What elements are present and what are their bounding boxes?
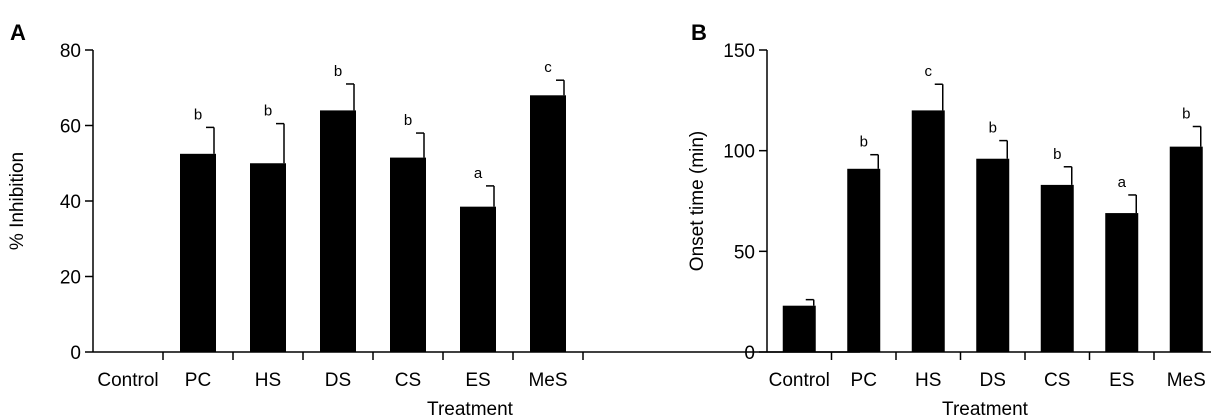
panel-a-category-label: CS: [395, 370, 421, 391]
panel-a-bar: [180, 153, 216, 352]
panel-a-bar: [250, 163, 286, 352]
panel-b-significance-letter: b: [1182, 106, 1190, 123]
panel-a-bar: [390, 157, 426, 352]
panel-b-y-tick-label: 0: [744, 343, 755, 364]
panel-b-category-label: ES: [1109, 370, 1134, 391]
panel-a-letter: A: [10, 20, 26, 45]
panel-a-y-tick-label: 80: [60, 41, 81, 62]
panel-a-category-label: ES: [465, 370, 490, 391]
panel-a-significance-letter: b: [194, 106, 202, 123]
panel-b-bar: [976, 158, 1010, 352]
panel-a: A Treatment % Inhibition 0 20 40 60 80 Contro…: [7, 20, 860, 419]
panel-a-significance-letter: b: [264, 103, 272, 120]
panel-b-category-label: DS: [980, 370, 1006, 391]
panel-b-significance-letter: b: [860, 134, 868, 151]
panel-b-bar: [1040, 184, 1074, 352]
panel-b-letter: B: [691, 20, 707, 45]
panel-b-bar: [1169, 146, 1203, 352]
panel-b-marks: 0 50 100 150 Control PC b HS c DS b CS b ES a MeS b: [723, 41, 1206, 391]
panel-a-bar: [320, 110, 356, 353]
panel-b-significance-letter: b: [1053, 146, 1061, 163]
panel-b-bar: [782, 305, 816, 352]
panel-a-y-tick-label: 0: [70, 343, 81, 364]
panel-b-bar: [911, 110, 945, 353]
panel-a-bar: [460, 206, 496, 352]
panel-b-y-tick-label: 150: [723, 41, 755, 62]
panel-a-bar: [530, 95, 566, 353]
panel-a-x-axis-label: Treatment: [427, 399, 514, 419]
panel-a-category-label: DS: [325, 370, 351, 391]
panel-a-significance-letter: b: [404, 112, 412, 129]
panel-b-category-label: MeS: [1167, 370, 1206, 391]
panel-b-category-label: HS: [915, 370, 941, 391]
panel-a-significance-letter: b: [334, 63, 342, 80]
panel-a-y-axis-label: % Inhibition: [7, 152, 28, 250]
panel-b-bar: [847, 168, 881, 352]
panel-a-significance-letter: c: [544, 59, 552, 76]
panel-b-significance-letter: a: [1118, 174, 1127, 191]
panel-a-significance-letter: a: [474, 165, 483, 182]
panel-a-marks: 0 20 40 60 80 Control PC b HS b DS b CS b ES a MeS c: [60, 41, 584, 391]
panel-a-y-tick-label: 60: [60, 117, 81, 138]
panel-a-category-label: PC: [185, 370, 211, 391]
panel-b-x-axis-label: Treatment: [942, 399, 1029, 419]
panel-b-category-label: Control: [769, 370, 830, 391]
panel-b-y-tick-label: 100: [723, 142, 755, 163]
panel-b-y-tick-label: 50: [734, 242, 755, 263]
panel-b-category-label: PC: [851, 370, 877, 391]
panel-a-category-label: HS: [255, 370, 281, 391]
panel-b-bar: [1105, 213, 1139, 352]
panel-b: B Treatment Onset time (min) 0 50 100 150 Co…: [687, 20, 1211, 419]
panel-b-y-axis-label: Onset time (min): [687, 131, 708, 271]
panel-a-category-label: Control: [97, 370, 158, 391]
panel-a-y-tick-label: 20: [60, 268, 81, 289]
panel-a-y-tick-label: 40: [60, 192, 81, 213]
panel-b-category-label: CS: [1044, 370, 1070, 391]
panel-a-category-label: MeS: [528, 370, 567, 391]
panel-b-significance-letter: b: [989, 120, 997, 137]
panel-b-significance-letter: c: [925, 63, 933, 80]
